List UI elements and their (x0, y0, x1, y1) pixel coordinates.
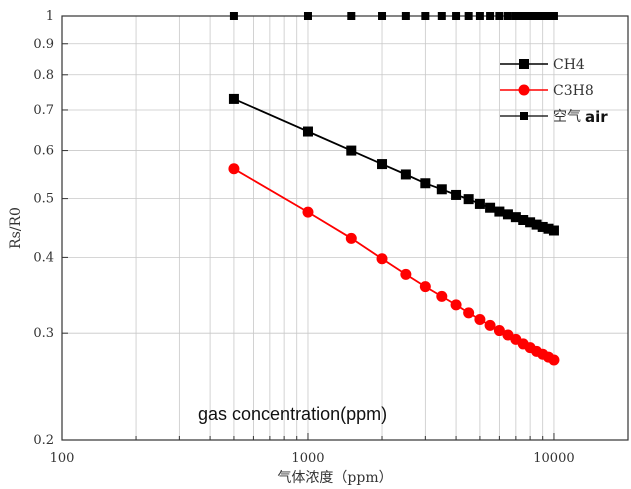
data-point (543, 223, 554, 234)
data-point (303, 12, 312, 20)
data-point (532, 12, 541, 20)
x-tick-label: 10000 (533, 451, 574, 466)
legend-label-c3h8: C3H8 (553, 83, 594, 99)
legend-marker-air (520, 112, 528, 120)
data-point (537, 221, 548, 232)
data-point (436, 290, 448, 302)
data-point (437, 12, 446, 20)
data-point (502, 209, 513, 220)
x-tick-label: 1000 (291, 451, 324, 466)
data-point (494, 206, 505, 217)
data-point (401, 12, 410, 20)
data-point (452, 12, 461, 20)
data-point (486, 12, 495, 20)
y-tick-label: 1 (46, 9, 54, 24)
data-point (463, 307, 475, 319)
plot-frame (61, 15, 629, 441)
data-point (228, 93, 239, 104)
data-point (419, 281, 431, 293)
data-point (436, 184, 447, 195)
series-0 (228, 93, 559, 236)
legend-item-ch4: CH4 (500, 57, 585, 73)
data-point (228, 163, 240, 175)
data-point (518, 215, 529, 226)
data-point (302, 206, 314, 218)
data-point (510, 212, 521, 223)
data-point (548, 225, 559, 236)
data-point (400, 268, 412, 280)
data-point (229, 12, 238, 20)
series-1 (228, 163, 560, 366)
data-point (420, 178, 431, 189)
data-point (549, 12, 558, 20)
data-point (526, 12, 535, 20)
data-point (531, 219, 542, 230)
x-axis-label: 气体浓度（ppm） (277, 470, 392, 486)
data-point (475, 12, 484, 20)
series-2 (229, 12, 558, 20)
y-tick-label: 0.6 (33, 144, 54, 159)
data-point (485, 202, 496, 213)
data-point (493, 325, 505, 337)
legend-marker-ch4 (519, 59, 529, 69)
data-point (376, 253, 388, 265)
data-point (474, 313, 486, 325)
data-point (525, 217, 536, 228)
legend-marker-c3h8 (518, 84, 530, 96)
data-point (503, 12, 512, 20)
annotation-text: gas concentration(ppm) (198, 404, 387, 424)
legend: CH4 C3H8 空气 air (500, 57, 608, 126)
data-point (463, 194, 474, 205)
data-point (548, 354, 560, 366)
data-point (378, 12, 387, 20)
data-point (347, 12, 356, 20)
legend-label-ch4: CH4 (553, 57, 585, 73)
data-point (346, 145, 357, 156)
data-point (544, 12, 553, 20)
data-point (464, 12, 473, 20)
y-tick-label: 0.8 (33, 68, 54, 83)
data-point (495, 12, 504, 20)
data-point (400, 169, 411, 180)
y-axis-label: Rs/R0 (8, 207, 24, 249)
data-point (474, 198, 485, 209)
y-tick-label: 0.9 (33, 37, 54, 52)
data-point (302, 126, 313, 137)
data-point (519, 12, 528, 20)
data-point (538, 12, 547, 20)
y-tick-label: 0.2 (33, 433, 54, 448)
legend-item-air: 空气 air (500, 108, 608, 126)
y-tick-label: 0.4 (33, 250, 54, 265)
x-tick-label: 100 (50, 451, 75, 466)
y-tick-label: 0.7 (33, 103, 54, 118)
data-point (451, 189, 462, 200)
legend-item-c3h8: C3H8 (500, 83, 594, 99)
y-tick-label: 0.5 (33, 192, 54, 207)
axis-ticks: 100 1000 10000 0.2 0.3 0.4 0.5 0.6 0.7 0.8 0.9 1 (33, 9, 629, 466)
data-point (345, 232, 357, 244)
data-point (421, 12, 430, 20)
data-point (377, 159, 388, 170)
legend-label-air-suffix: air (585, 108, 608, 126)
series-layer (228, 12, 560, 366)
y-tick-label: 0.3 (33, 326, 54, 341)
data-point (511, 12, 520, 20)
data-point (484, 319, 496, 331)
data-point (450, 299, 462, 311)
legend-label-air: 空气 (553, 109, 581, 125)
